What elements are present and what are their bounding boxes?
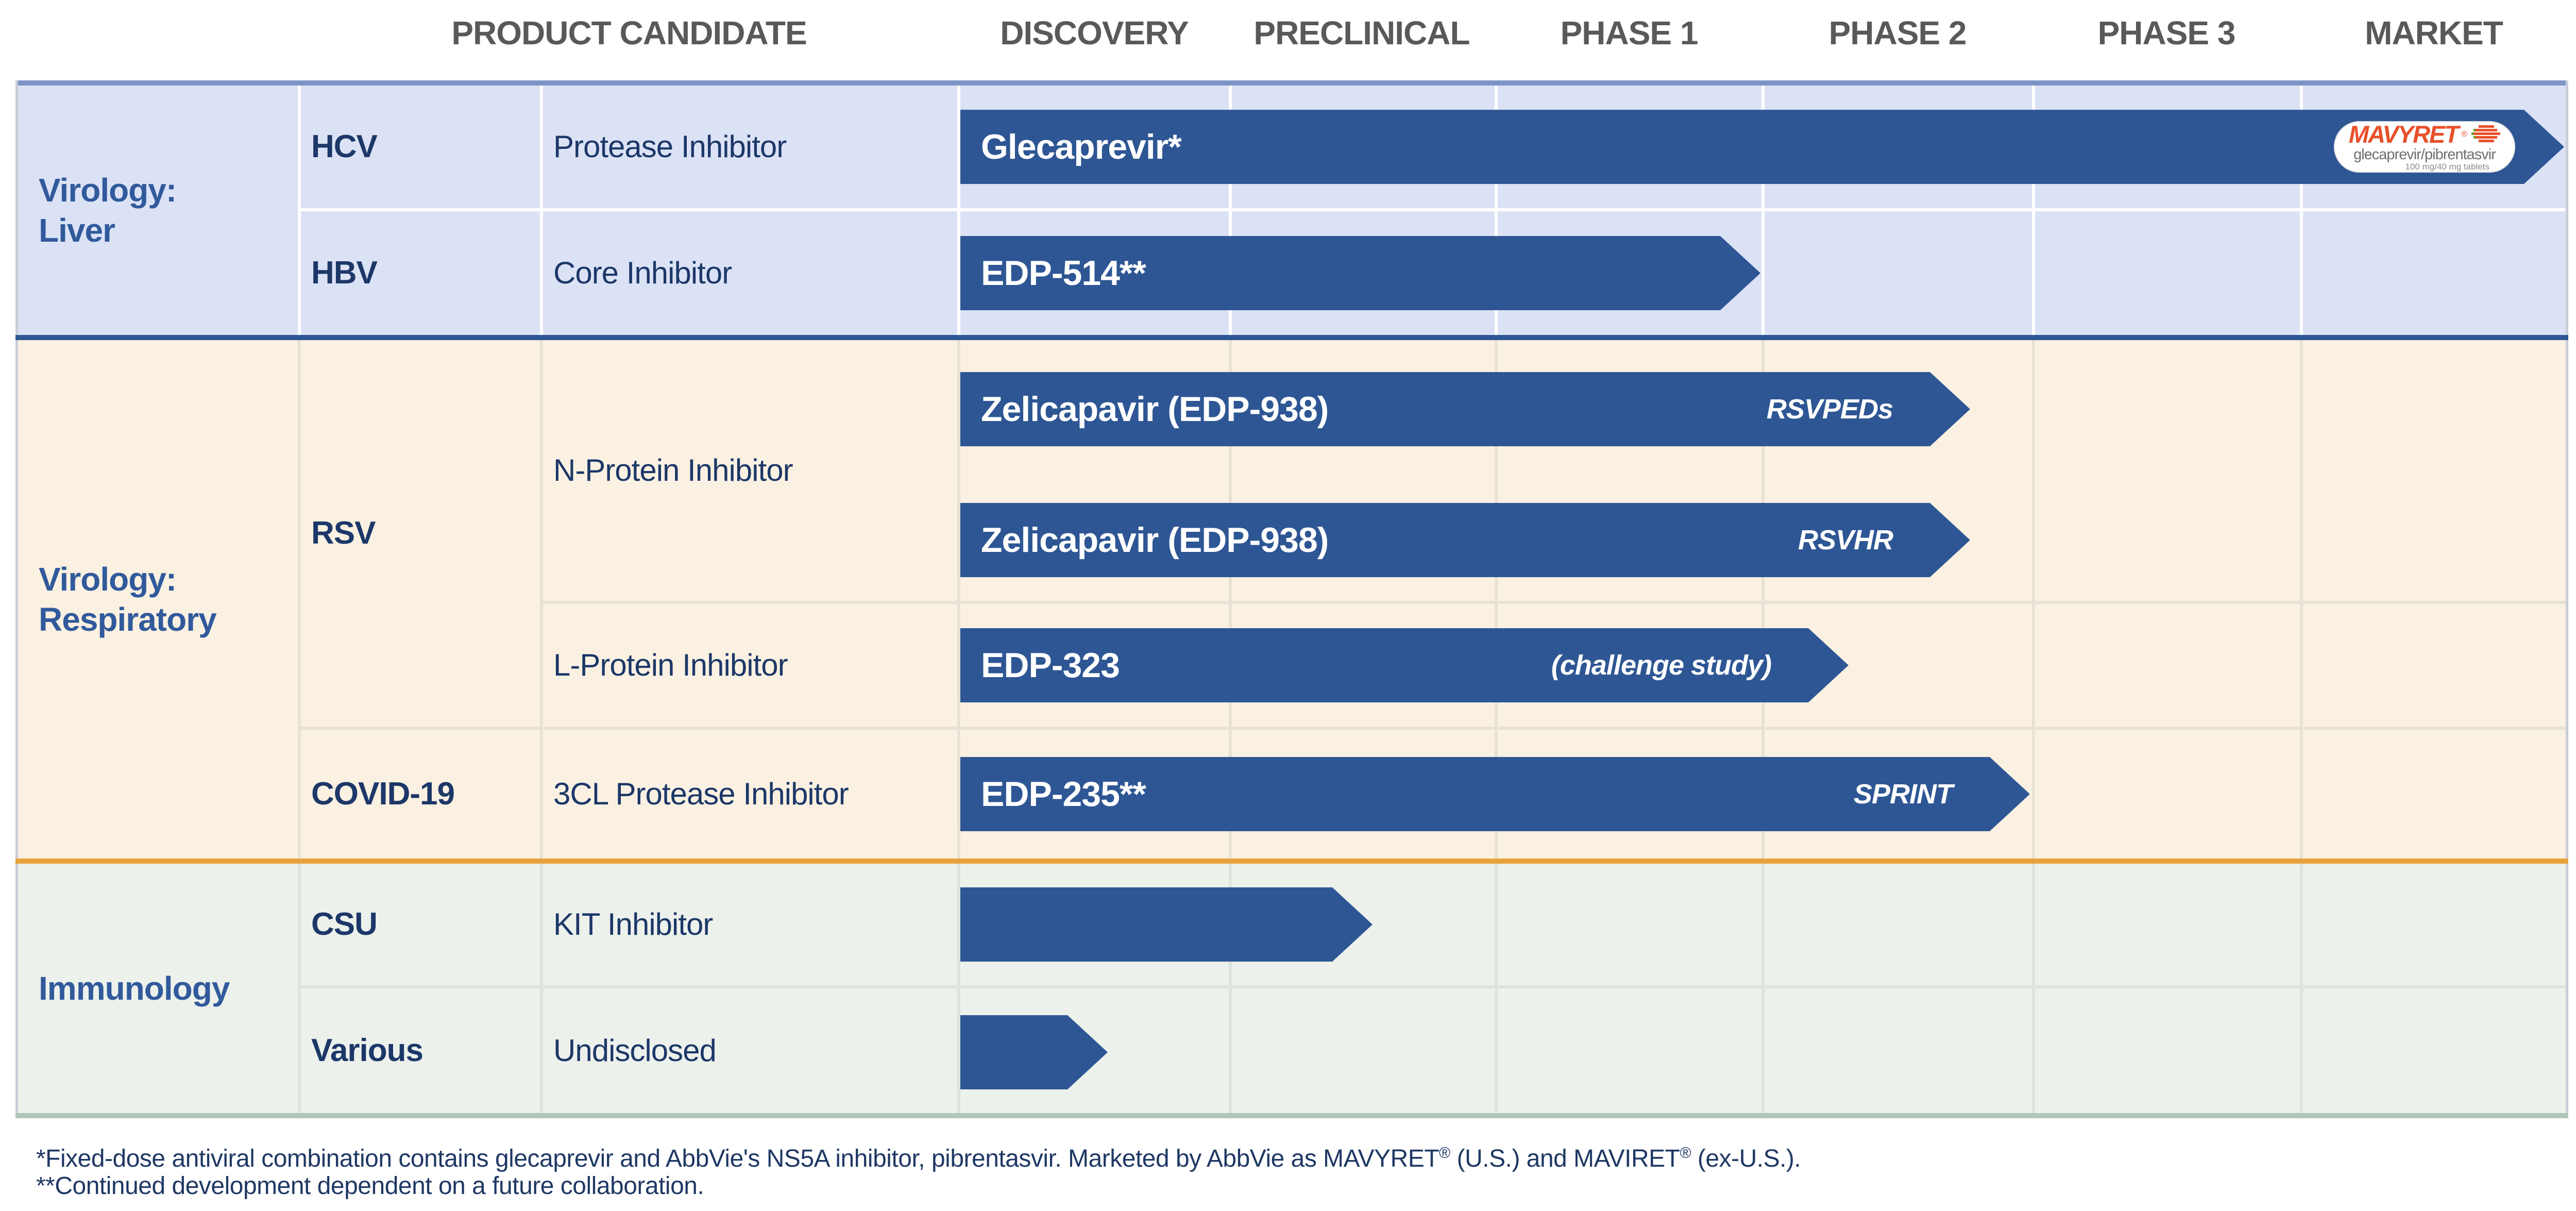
- footnote-text: *Fixed-dose antiviral combination contai…: [36, 1145, 1439, 1172]
- column-header-product-candidate: PRODUCT CANDIDATE: [451, 14, 807, 52]
- registered-mark: ®: [1680, 1145, 1691, 1162]
- divider-respiratory-immunology: [15, 859, 2568, 864]
- gridline-vertical: [1761, 864, 1765, 1113]
- section-label-virology-respiratory: Virology: Respiratory: [39, 559, 217, 640]
- mavyret-brand-text: MAVYRET: [2348, 121, 2459, 148]
- column-header-discovery: DISCOVERY: [1000, 14, 1189, 52]
- gridline-vertical: [1495, 340, 1498, 859]
- gridline-vertical: [1229, 864, 1232, 1113]
- pipeline-bar-zelicapavir-rsvhr: Zelicapavir (EDP-938) RSVHR: [960, 503, 1970, 577]
- bar-study-label: RSVHR: [1798, 525, 1893, 556]
- mavyret-dose-text: 100 mg/40 mg tablets: [2405, 162, 2489, 172]
- indication-csu: CSU: [311, 906, 378, 942]
- bar-label: EDP-514**: [981, 254, 1146, 293]
- registered-mark: ®: [1439, 1145, 1450, 1162]
- gridline-vertical: [540, 340, 543, 859]
- indication-hbv: HBV: [311, 255, 378, 291]
- footnote-1: *Fixed-dose antiviral combination contai…: [36, 1138, 1801, 1174]
- mechanism-kit-inhibitor: KIT Inhibitor: [553, 907, 713, 941]
- section-label-virology-liver: Virology: Liver: [39, 170, 177, 250]
- indication-rsv: RSV: [311, 515, 376, 551]
- gridline-vertical: [298, 864, 301, 1113]
- section-label-line: Immunology: [39, 970, 230, 1007]
- bar-study-label: (challenge study): [1551, 650, 1771, 681]
- column-header-market: MARKET: [2365, 14, 2503, 52]
- mavyret-logo-brand-row: MAVYRET ®: [2349, 122, 2500, 147]
- bar-label: Zelicapavir (EDP-938): [981, 390, 1329, 429]
- pipeline-bar-glecaprevir: Glecaprevir* MAVYRET ® glecaprevir/pibren…: [960, 110, 2564, 184]
- gridline-vertical: [1495, 864, 1498, 1113]
- table-right-border: [2566, 80, 2568, 1118]
- pipeline-bar-edp-514: EDP-514**: [960, 236, 1760, 310]
- column-header-phase2: PHASE 2: [1828, 14, 1967, 52]
- footnote-text: (U.S.) and MAVIRET: [1450, 1145, 1680, 1172]
- row-divider: [301, 208, 2566, 211]
- indication-covid19: COVID-19: [311, 776, 455, 812]
- mechanism-undisclosed: Undisclosed: [553, 1033, 717, 1068]
- table-bottom-border: [15, 1113, 2568, 1118]
- gridline-vertical: [2300, 340, 2303, 859]
- section-label-line: Virology:: [39, 172, 177, 209]
- column-header-phase3: PHASE 3: [2097, 14, 2236, 52]
- bar-label: Glecaprevir*: [981, 127, 1181, 166]
- row-divider: [543, 601, 2566, 604]
- mechanism-n-protein-inhibitor: N-Protein Inhibitor: [553, 453, 793, 487]
- mavyret-generic-text: glecaprevir/pibrentasvir: [2353, 146, 2496, 163]
- section-label-line: Virology:: [39, 561, 177, 598]
- registered-mark: ®: [2461, 130, 2468, 139]
- footnote-text: **Continued development dependent on a f…: [36, 1172, 704, 1200]
- mavyret-logo: MAVYRET ® glecaprevir/pibrentasvir 100 mg…: [2334, 121, 2515, 173]
- gridline-vertical: [2032, 340, 2035, 859]
- gridline-vertical: [1229, 340, 1232, 859]
- row-divider: [301, 985, 2566, 988]
- gridline-vertical: [2032, 864, 2035, 1113]
- divider-liver-respiratory: [15, 335, 2568, 340]
- table-left-border: [15, 80, 18, 1118]
- bar-label: Zelicapavir (EDP-938): [981, 520, 1329, 560]
- column-header-preclinical: PRECLINICAL: [1253, 14, 1470, 52]
- indication-hcv: HCV: [311, 129, 378, 164]
- mechanism-protease-inhibitor: Protease Inhibitor: [553, 129, 787, 164]
- gridline-vertical: [298, 86, 301, 335]
- indication-various: Various: [311, 1033, 423, 1068]
- bar-study-label: RSVPEDs: [1766, 394, 1893, 425]
- gridline-vertical: [2300, 864, 2303, 1113]
- section-label-line: Respiratory: [39, 601, 217, 638]
- gridline-vertical: [957, 340, 960, 859]
- mavyret-speed-lines-icon: [2470, 124, 2500, 145]
- bar-study-label: SPRINT: [1853, 779, 1953, 810]
- footnote-2: **Continued development dependent on a f…: [36, 1171, 704, 1202]
- pipeline-bar-edp-235: EDP-235** SPRINT: [960, 757, 2030, 831]
- table-top-border: [15, 80, 2568, 86]
- gridline-vertical: [1761, 340, 1765, 859]
- section-label-immunology: Immunology: [39, 968, 230, 1008]
- mechanism-l-protein-inhibitor: L-Protein Inhibitor: [553, 648, 788, 682]
- row-divider: [301, 727, 2566, 730]
- gridline-vertical: [957, 864, 960, 1113]
- footnote-text: (ex-U.S.).: [1691, 1145, 1801, 1172]
- bar-label: EDP-235**: [981, 775, 1146, 814]
- mechanism-core-inhibitor: Core Inhibitor: [553, 256, 732, 290]
- pipeline-bar-edp-323: EDP-323 (challenge study): [960, 628, 1849, 702]
- pipeline-bar-kit-inhibitor: [960, 887, 1372, 962]
- pipeline-bar-zelicapavir-rsvpeds: Zelicapavir (EDP-938) RSVPEDs: [960, 372, 1970, 446]
- mechanism-3cl-protease-inhibitor: 3CL Protease Inhibitor: [553, 777, 849, 811]
- gridline-vertical: [540, 864, 543, 1113]
- column-header-phase1: PHASE 1: [1560, 14, 1699, 52]
- gridline-vertical: [298, 340, 301, 859]
- bar-label: EDP-323: [981, 646, 1120, 685]
- section-label-line: Liver: [39, 212, 115, 249]
